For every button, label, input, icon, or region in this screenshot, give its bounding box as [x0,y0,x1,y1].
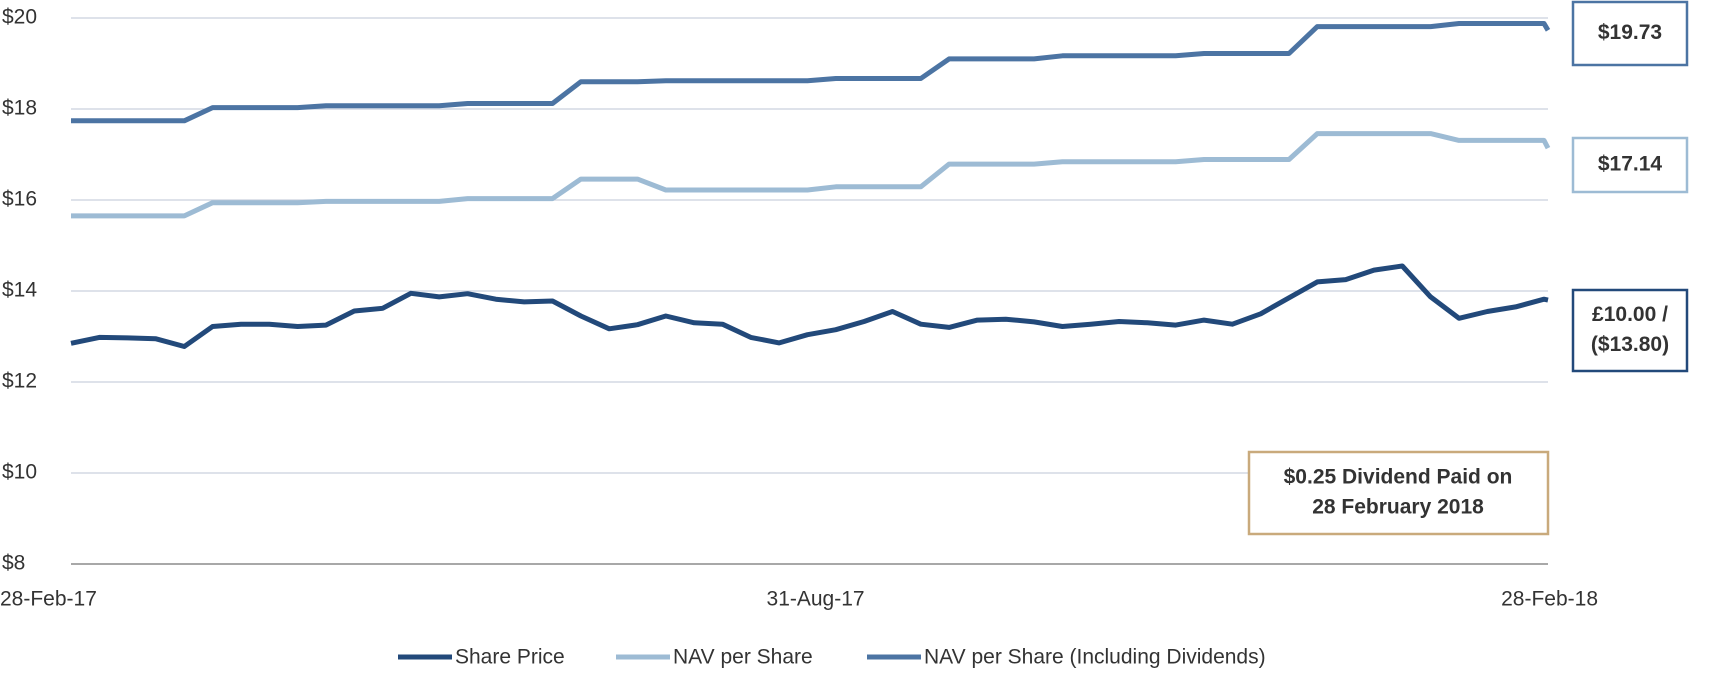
y-tick-label: $10 [2,461,37,484]
end-label-text: ($13.80) [1591,333,1669,356]
legend-label: Share Price [455,646,565,669]
legend-label: NAV per Share [673,646,813,669]
legend-item: NAV per Share (Including Dividends) [867,646,1266,669]
end-label-box [1571,136,1689,194]
end-label-text: $19.73 [1598,21,1662,44]
y-tick-label: $14 [2,279,37,302]
y-tick-label: $16 [2,188,37,211]
annotation-text: 28 February 2018 [1312,496,1484,519]
y-tick-label: $12 [2,370,37,393]
end-label: £10.00 / ($13.80) [1571,288,1689,373]
legend-item: NAV per Share [616,646,813,669]
x-tick-label: 31-Aug-17 [767,588,865,611]
series-line [71,21,1551,124]
end-label: $17.14 [1571,136,1689,194]
series-line [70,263,1549,349]
annotation-text: $0.25 Dividend Paid on [1284,466,1513,489]
end-label-box [1571,0,1689,67]
legend-item: Share Price [398,646,565,669]
end-label-text: $17.14 [1598,153,1663,176]
end-label-box [1571,288,1689,373]
legend-label: NAV per Share (Including Dividends) [924,646,1266,669]
annotation: $0.25 Dividend Paid on 28 February 2018 [1247,450,1550,536]
y-tick-label: $18 [2,97,37,120]
x-tick-label: 28-Feb-18 [1501,588,1598,611]
end-label: $19.73 [1571,0,1689,67]
series-line [71,131,1551,219]
y-tick-label: $20 [2,6,37,29]
end-label-text: £10.00 / [1592,303,1668,326]
annotation-box [1247,450,1550,536]
x-tick-label: 28-Feb-17 [0,588,97,611]
y-tick-label: $8 [2,552,25,575]
